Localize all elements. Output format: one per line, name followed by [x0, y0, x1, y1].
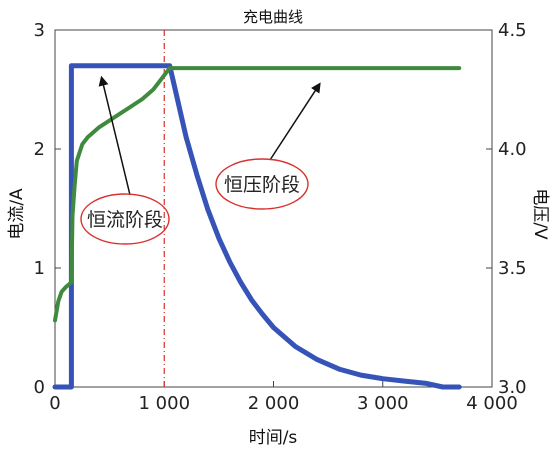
y-left-tick-label: 0 [34, 377, 45, 398]
y-right-tick-label: 3.0 [498, 377, 527, 398]
y-left-tick-label: 3 [34, 20, 45, 41]
y-right-tick-label: 4.5 [498, 20, 527, 41]
annotation-ellipse-cc [80, 193, 170, 245]
axis-ticks: 0 1 000 2 000 3 000 4 000 0 1 2 3 3.0 3.5 4.0 4.5 [34, 20, 527, 414]
voltage-series-line [53, 66, 462, 323]
x-tick-label: 3 000 [357, 393, 409, 414]
current-series-line [52, 63, 462, 390]
annotation-label-cv: 恒压阶段 [224, 174, 300, 196]
annotation-arrow-cv [269, 82, 321, 161]
chart-title: 充电曲线 [243, 8, 303, 26]
x-tick-label: 4 000 [466, 393, 518, 414]
y-left-tick-label: 2 [34, 139, 45, 160]
annotation-ellipse-cv [215, 158, 309, 210]
x-axis-label: 时间/s [249, 428, 298, 448]
y-axis-left-label: 电流/A [7, 188, 27, 240]
annotation-arrow-cc [98, 75, 131, 196]
x-tick-label: 2 000 [248, 393, 300, 414]
y-left-tick-label: 1 [34, 258, 45, 279]
y-right-tick-label: 4.0 [498, 139, 527, 160]
x-tick-label: 0 [49, 393, 60, 414]
y-right-tick-label: 3.5 [498, 258, 527, 279]
annotations [98, 75, 321, 196]
x-tick-label: 1 000 [138, 393, 190, 414]
y-axis-right-label: 电压/V [530, 188, 550, 240]
annotation-label-cc: 恒流阶段 [87, 209, 163, 231]
